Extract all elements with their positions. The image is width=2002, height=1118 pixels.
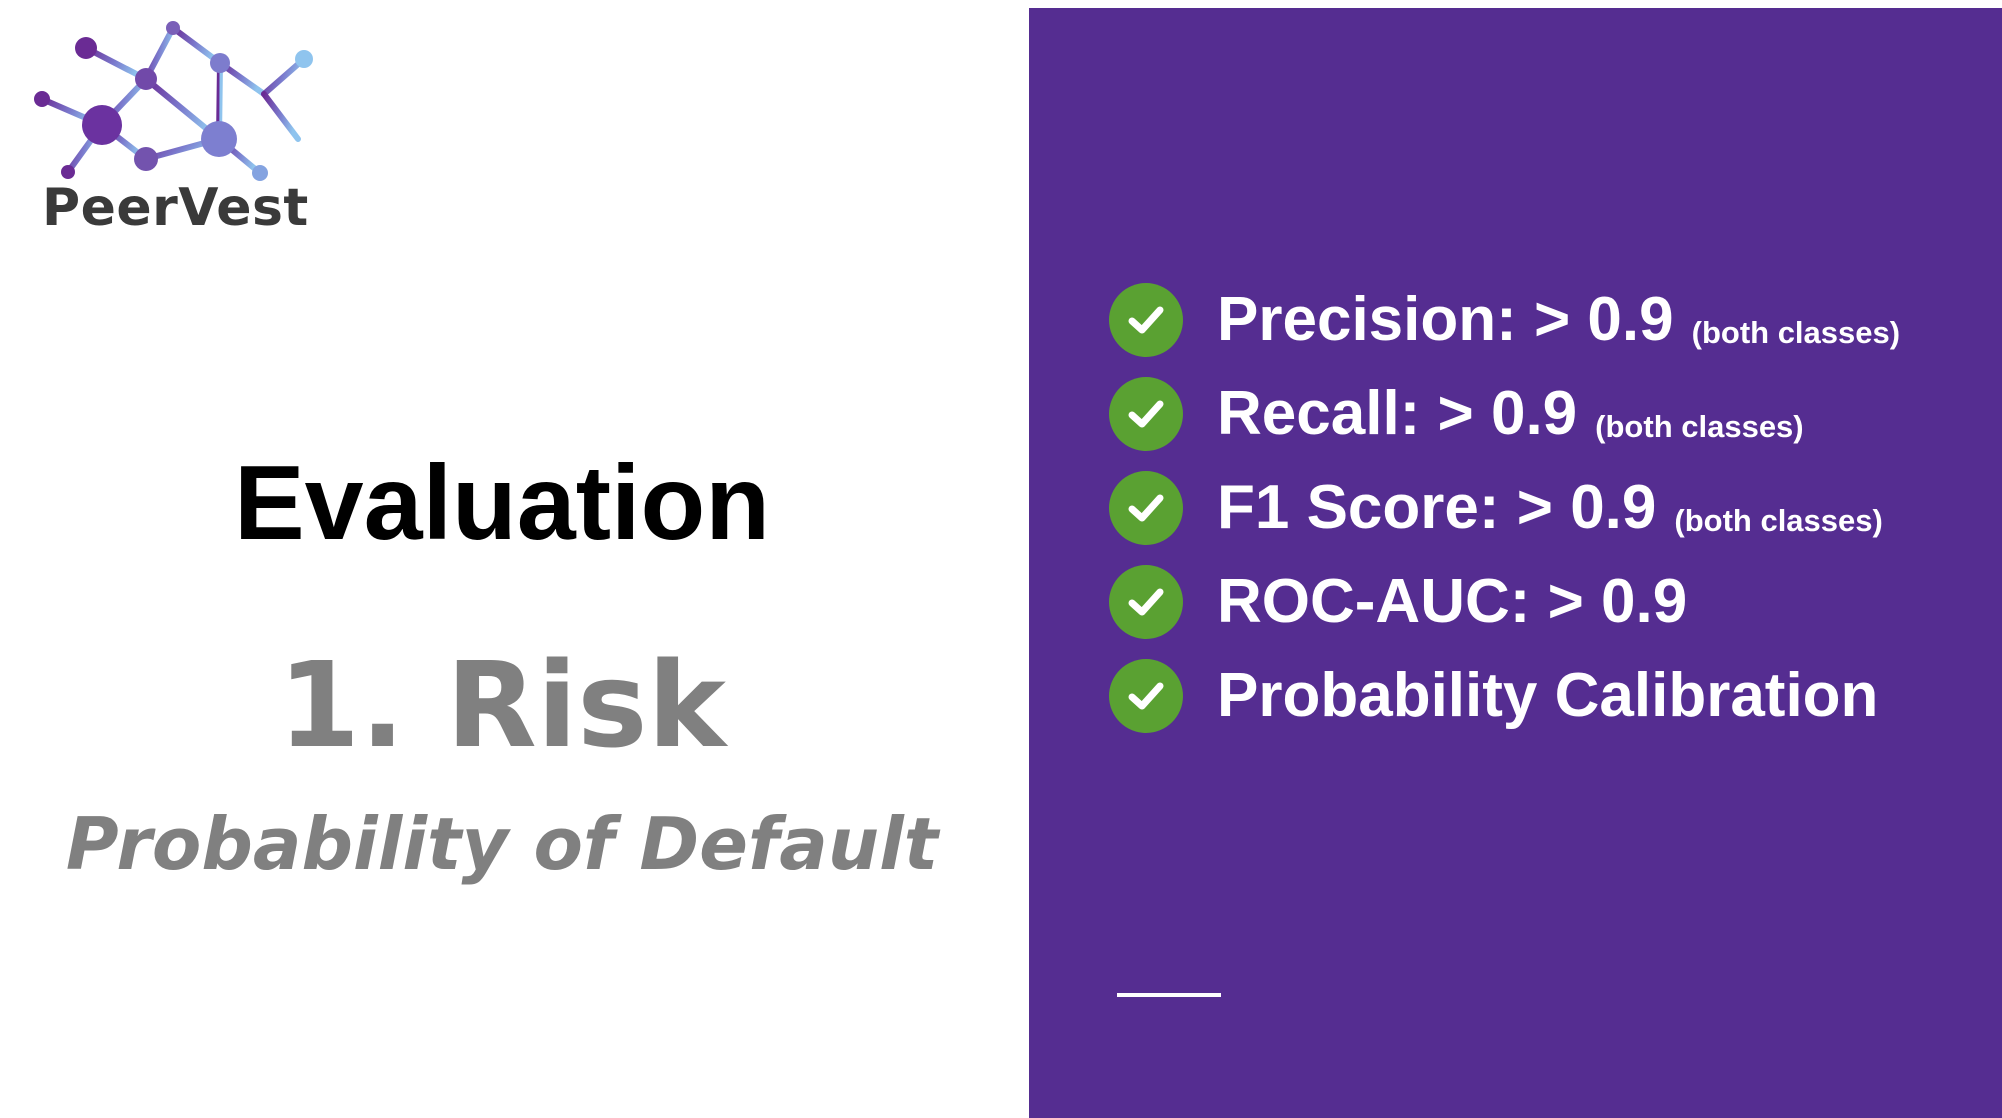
metric-item-probability-calibration: Probability Calibration bbox=[1109, 649, 1900, 743]
metric-list: Precision: > 0.9 (both classes) Recall: … bbox=[1109, 273, 1900, 743]
check-circle-icon bbox=[1109, 471, 1183, 545]
metrics-panel: Precision: > 0.9 (both classes) Recall: … bbox=[1029, 8, 2002, 1118]
section-subheading: Probability of Default bbox=[65, 802, 939, 886]
metric-item-f1-score: F1 Score: > 0.9 (both classes) bbox=[1109, 461, 1900, 555]
accent-divider bbox=[1117, 993, 1221, 997]
check-circle-icon bbox=[1109, 659, 1183, 733]
title-block: Evaluation 1. Risk Probability of Defaul… bbox=[65, 444, 939, 886]
logo-wordmark: PeerVest bbox=[42, 178, 309, 238]
metric-note: (both classes) bbox=[1595, 408, 1804, 444]
check-circle-icon bbox=[1109, 377, 1183, 451]
page-title: Evaluation bbox=[233, 444, 770, 562]
check-circle-icon bbox=[1109, 283, 1183, 357]
section-heading: 1. Risk bbox=[277, 636, 727, 774]
metric-label: ROC-AUC: > 0.9 bbox=[1217, 567, 1688, 636]
metric-item-precision: Precision: > 0.9 (both classes) bbox=[1109, 273, 1900, 367]
metric-label: Recall: > 0.9 bbox=[1217, 379, 1578, 448]
check-circle-icon bbox=[1109, 565, 1183, 639]
metric-item-roc-auc: ROC-AUC: > 0.9 bbox=[1109, 555, 1900, 649]
metric-note: (both classes) bbox=[1691, 314, 1901, 350]
network-graph-icon bbox=[34, 21, 313, 181]
metric-label: Precision: > 0.9 bbox=[1217, 285, 1674, 354]
metric-label: Probability Calibration bbox=[1217, 661, 1879, 730]
metric-note: (both classes) bbox=[1674, 502, 1883, 538]
logo: PeerVest bbox=[28, 14, 328, 244]
metric-item-recall: Recall: > 0.9 (both classes) bbox=[1109, 367, 1900, 461]
metric-label: F1 Score: > 0.9 bbox=[1217, 473, 1657, 542]
